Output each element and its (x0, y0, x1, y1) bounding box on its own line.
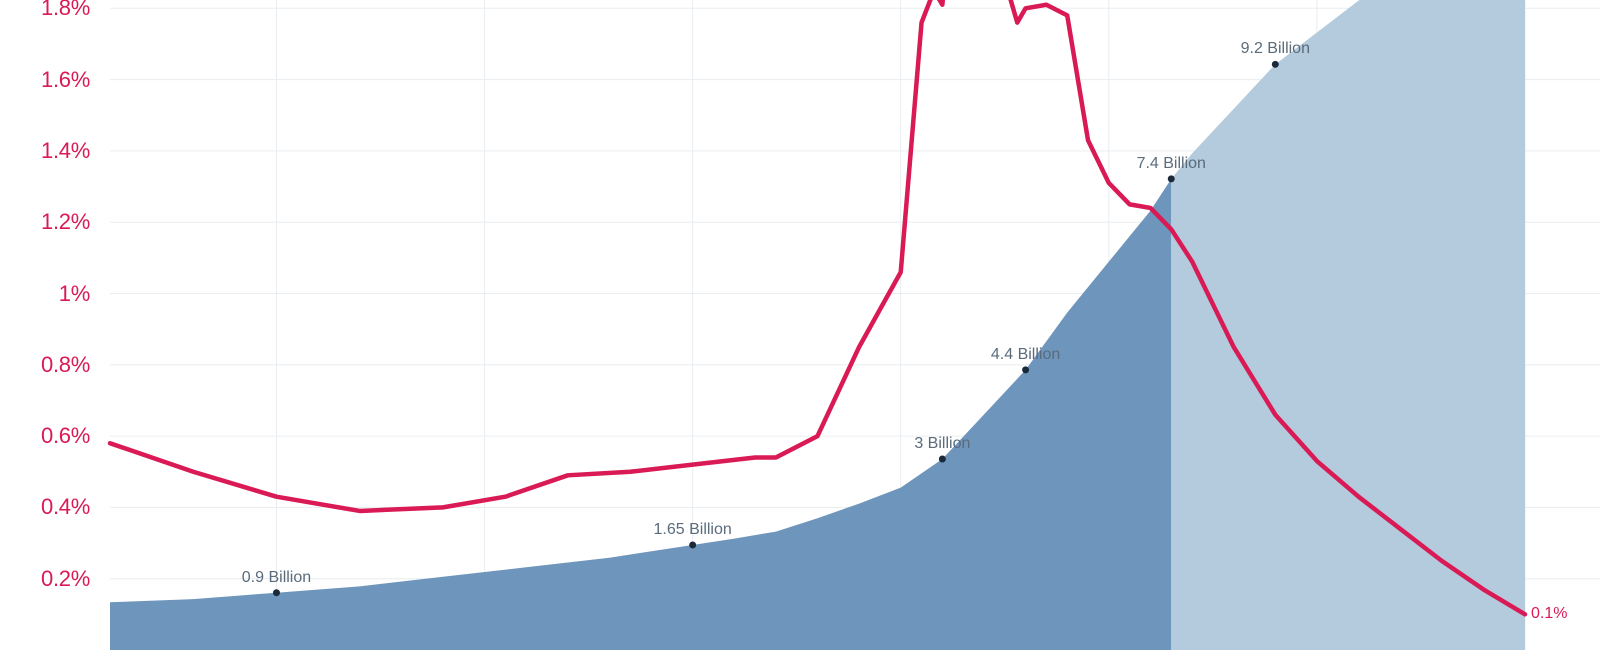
population-label: 4.4 Billion (991, 346, 1060, 370)
population-label: 3 Billion (914, 435, 970, 459)
y-axis-tick-label: 0.8% (0, 352, 90, 378)
y-axis-tick-label: 0.2% (0, 566, 90, 592)
population-label: 1.65 Billion (654, 521, 732, 545)
y-axis-tick-label: 1.2% (0, 209, 90, 235)
y-axis-tick-label: 0.6% (0, 423, 90, 449)
chart-svg (0, 0, 1600, 650)
y-axis-tick-label: 1.6% (0, 67, 90, 93)
population-label: 0.9 Billion (242, 569, 311, 593)
population-label: 7.4 Billion (1137, 155, 1206, 179)
y-axis-tick-label: 1.8% (0, 0, 90, 21)
growth-rate-end-label: 0.1% (1531, 605, 1567, 623)
y-axis-tick-label: 1% (0, 281, 90, 307)
y-axis-tick-label: 1.4% (0, 138, 90, 164)
population-label: 9.2 Billion (1241, 40, 1310, 64)
y-axis-tick-label: 0.4% (0, 494, 90, 520)
population-area (110, 0, 1525, 650)
population-growth-chart: 0.2% 0.4% 0.6% 0.8% 1% 1.2% 1.4% 1.6% 1.8% 0.9 Bi… (0, 0, 1600, 650)
